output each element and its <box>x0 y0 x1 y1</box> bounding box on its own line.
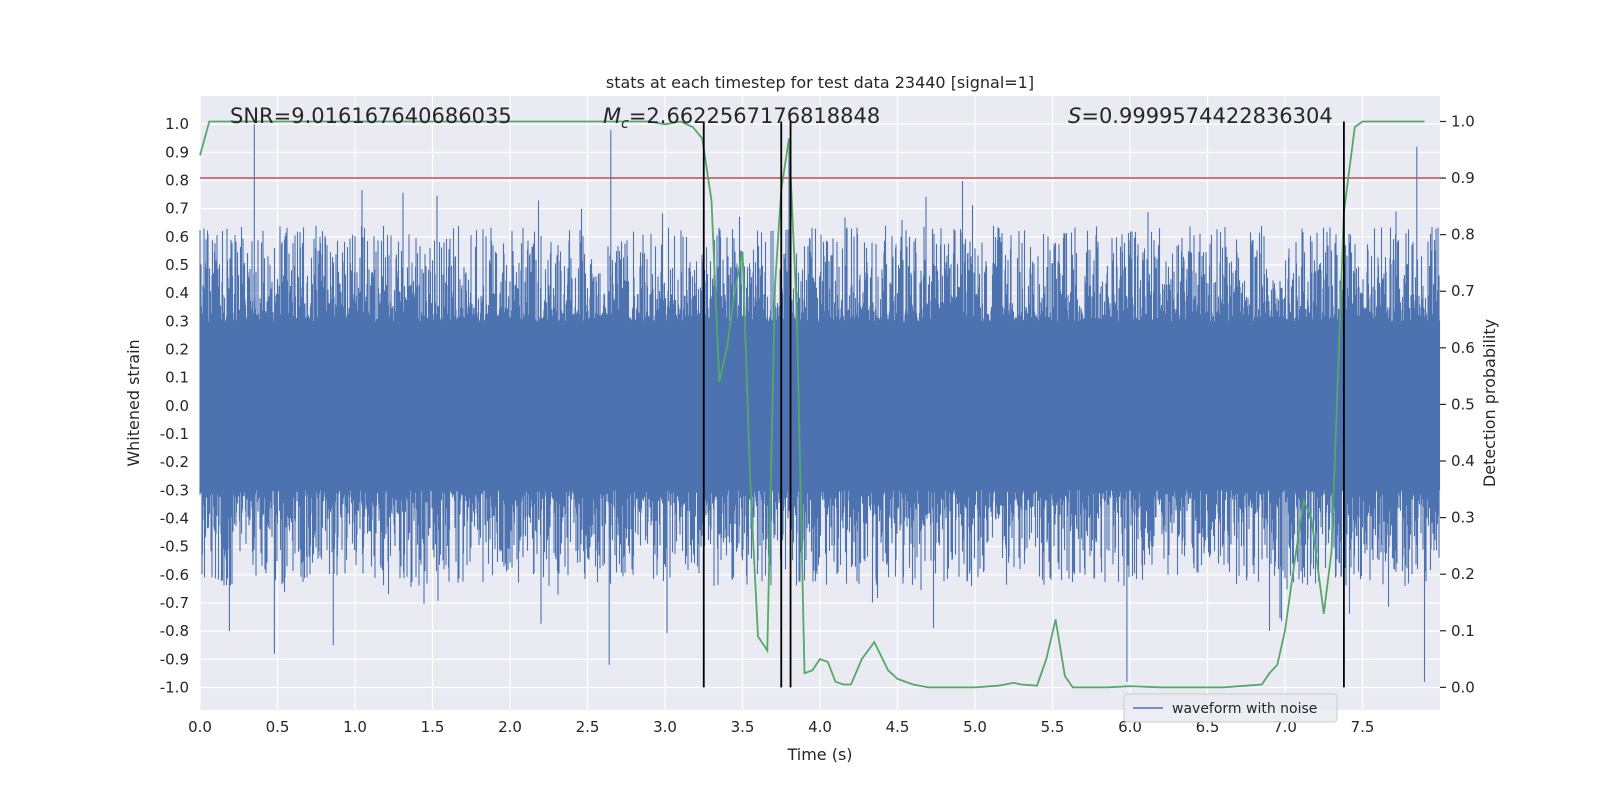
y2-tick-label: 0.6 <box>1451 339 1475 357</box>
y-tick-label: -0.3 <box>160 481 189 499</box>
y-tick-label: -0.7 <box>160 594 189 612</box>
snr-annotation: SNR=9.016167640686035 <box>230 104 512 128</box>
detection-probability-line <box>199 120 1425 689</box>
chirp-mass-value: =2.6622567176818848 <box>629 104 880 128</box>
x-tick-label: 2.0 <box>498 718 522 736</box>
y2-tick-label: 0.7 <box>1451 282 1475 300</box>
x-tick-label: 4.5 <box>886 718 910 736</box>
y2-axis-label: Detection probability <box>1480 319 1499 487</box>
y-tick-label: -0.8 <box>160 622 189 640</box>
waveform-with-noise <box>199 124 1441 682</box>
y-tick-label: 0.2 <box>165 340 189 358</box>
y-tick-label: 0.5 <box>165 256 189 274</box>
score-symbol: S <box>1068 104 1081 128</box>
x-tick-label: 3.5 <box>731 718 755 736</box>
legend: waveform with noise <box>1123 693 1338 723</box>
chart-title: stats at each timestep for test data 234… <box>606 73 1034 92</box>
detection-probability-series <box>199 120 1440 689</box>
chirp-mass-annotation: Mc=2.6622567176818848 <box>603 104 880 132</box>
y2-tick-label: 0.0 <box>1451 678 1475 696</box>
x-tick-label: 2.5 <box>576 718 600 736</box>
y2-tick-label: 0.3 <box>1451 509 1475 527</box>
y-tick-label: -0.1 <box>160 425 189 443</box>
axis-ticks: 0.0 0.5 1.0 1.5 2.0 2.5 3.0 3.5 4.0 4.5 5.0 5.5 6.0 6… <box>160 112 1475 736</box>
x-axis-label: Time (s) <box>786 745 852 764</box>
y2-tick-label: 1.0 <box>1451 112 1475 130</box>
y-axis-label: Whitened strain <box>124 339 143 466</box>
y2-tick-label: 0.4 <box>1451 452 1475 470</box>
y-tick-label: 0.8 <box>165 171 189 189</box>
y-tick-label: 0.7 <box>165 200 189 218</box>
x-tick-label: 7.5 <box>1351 718 1375 736</box>
y-tick-label: 0.6 <box>165 228 189 246</box>
y-tick-label: -0.4 <box>160 509 189 527</box>
y2-tick-label: 0.5 <box>1451 395 1475 413</box>
x-tick-label: 1.5 <box>421 718 445 736</box>
score-annotation: S=0.9999574422836304 <box>1068 104 1333 128</box>
score-value: =0.9999574422836304 <box>1081 104 1332 128</box>
x-tick-label: 1.0 <box>343 718 367 736</box>
y-tick-label: -0.5 <box>160 538 189 556</box>
y-tick-label: 1.0 <box>165 115 189 133</box>
y-tick-label: -0.6 <box>160 566 189 584</box>
legend-box <box>1123 693 1338 723</box>
y-tick-label: -1.0 <box>160 678 189 696</box>
x-tick-label: 0.5 <box>266 718 290 736</box>
event-markers <box>702 121 1345 688</box>
y2-tick-label: 0.2 <box>1451 565 1475 583</box>
y-tick-label: 0.0 <box>165 397 189 415</box>
x-tick-label: 0.0 <box>188 718 212 736</box>
y-tick-label: -0.2 <box>160 453 189 471</box>
y-tick-label: -0.9 <box>160 650 189 668</box>
y-tick-label: 0.1 <box>165 369 189 387</box>
y-tick-label: 0.3 <box>165 312 189 330</box>
chirp-mass-subscript: c <box>621 116 629 132</box>
x-tick-label: 4.0 <box>808 718 832 736</box>
chirp-mass-symbol: M <box>603 104 621 128</box>
x-tick-label: 5.0 <box>963 718 987 736</box>
y-tick-label: 0.4 <box>165 284 189 302</box>
y2-tick-label: 0.1 <box>1451 622 1475 640</box>
x-tick-label: 3.0 <box>653 718 677 736</box>
y2-tick-label: 0.9 <box>1451 169 1475 187</box>
y2-tick-label: 0.8 <box>1451 226 1475 244</box>
waveform-trace <box>199 124 1441 682</box>
x-tick-label: 5.5 <box>1041 718 1065 736</box>
y-tick-label: 0.9 <box>165 143 189 161</box>
legend-label: waveform with noise <box>1172 701 1317 717</box>
